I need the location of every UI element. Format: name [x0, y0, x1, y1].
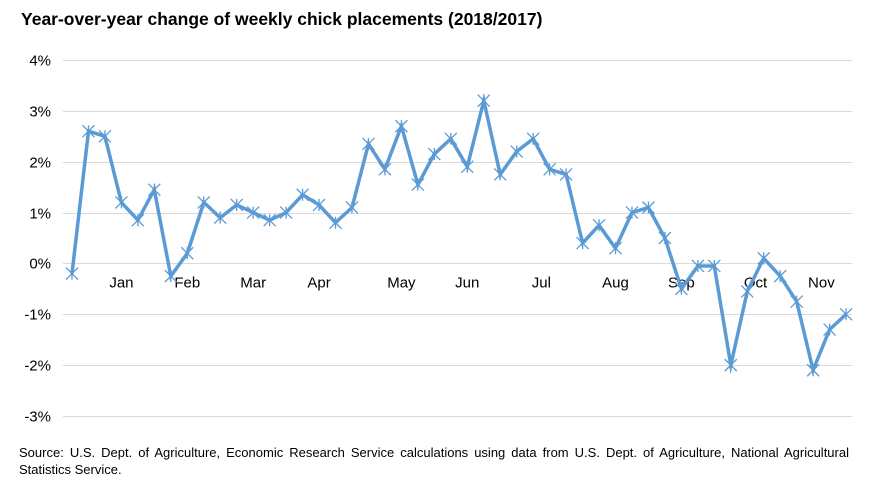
data-point: [691, 259, 705, 273]
data-point: [460, 160, 474, 174]
data-point: [263, 213, 277, 227]
data-point: [823, 323, 837, 337]
data-point: [147, 183, 161, 197]
y-tick-label: 4%: [29, 53, 51, 70]
y-tick-label: -2%: [24, 358, 51, 375]
data-point: [641, 201, 655, 214]
data-point: [790, 295, 804, 309]
data-point: [180, 246, 194, 260]
data-point: [394, 119, 408, 133]
data-point: [329, 216, 342, 230]
y-tick-label: -3%: [24, 409, 51, 426]
data-point: [82, 124, 95, 138]
data-point: [559, 167, 573, 181]
x-tick-label: Jun: [455, 274, 479, 291]
data-point: [427, 147, 441, 161]
chart-title: Year-over-year change of weekly chick pl…: [21, 9, 543, 29]
data-point: [510, 145, 524, 159]
y-tick-label: 3%: [29, 104, 51, 121]
y-tick-label: -1%: [24, 307, 51, 324]
data-point: [839, 307, 853, 321]
data-point: [773, 269, 787, 283]
y-tick-label: 0%: [29, 256, 51, 273]
data-point: [543, 162, 557, 176]
data-point: [98, 129, 112, 143]
data-point: [279, 206, 293, 220]
data-point: [114, 195, 128, 209]
data-point: [609, 241, 622, 255]
data-point: [674, 282, 688, 296]
x-tick-label: Feb: [174, 274, 200, 291]
data-point: [65, 267, 79, 281]
data-point: [526, 132, 540, 146]
y-tick-label: 1%: [29, 206, 51, 223]
data-point: [576, 236, 590, 250]
data-point: [724, 358, 738, 372]
x-tick-label: Apr: [307, 274, 330, 291]
source-note: Source: U.S. Dept. of Agriculture, Econo…: [19, 445, 849, 477]
line-chart: 4% 3% 2% 1% 0% -1% -2% -3% Jan Feb Mar Apr May Jun Ju…: [24, 53, 853, 426]
x-tick-label: May: [387, 274, 416, 291]
series-layer: [65, 93, 853, 377]
data-point: [213, 211, 227, 225]
x-axis-labels: Jan Feb Mar Apr May Jun Jul Aug Sep Oct Nov: [109, 274, 835, 291]
data-point: [592, 218, 606, 232]
data-point: [296, 188, 310, 202]
data-point: [477, 94, 491, 108]
x-tick-label: Jul: [532, 274, 551, 291]
y-tick-label: 2%: [29, 155, 51, 172]
x-tick-label: Jan: [109, 274, 133, 291]
x-tick-label: Nov: [808, 274, 835, 291]
data-point: [707, 259, 721, 273]
data-point: [164, 269, 178, 283]
data-point: [757, 251, 771, 265]
data-point: [131, 213, 145, 227]
data-point: [740, 284, 754, 298]
data-point: [312, 198, 326, 212]
gridlines: [63, 60, 852, 417]
data-point: [411, 178, 425, 192]
data-point: [345, 201, 359, 214]
data-point: [362, 137, 375, 151]
x-tick-label: Mar: [240, 274, 266, 291]
data-point: [197, 195, 211, 209]
data-point: [493, 167, 507, 181]
data-point: [444, 132, 458, 146]
y-axis-labels: 4% 3% 2% 1% 0% -1% -2% -3%: [24, 53, 51, 426]
data-point: [625, 206, 639, 220]
data-point: [658, 231, 672, 245]
x-tick-label: Aug: [602, 274, 629, 291]
data-point: [378, 162, 392, 176]
data-point: [230, 198, 244, 212]
data-point: [246, 206, 260, 220]
series-line: [70, 93, 848, 376]
data-point: [806, 363, 820, 377]
